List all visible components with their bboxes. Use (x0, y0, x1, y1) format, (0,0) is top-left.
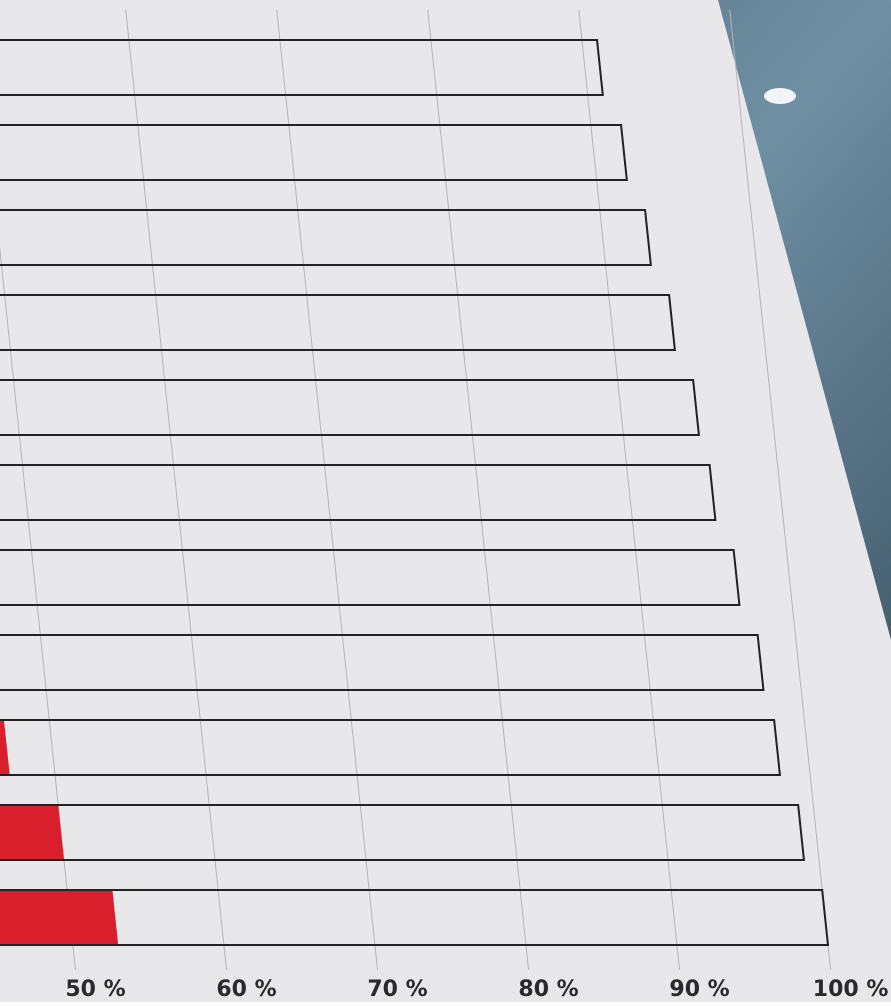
grid-line (427, 9, 530, 971)
x-tick-label: 100 % (813, 977, 889, 1002)
x-tick-label: 80 % (518, 977, 578, 1002)
bar (0, 720, 10, 775)
bar-track (0, 39, 604, 96)
bar (0, 890, 119, 945)
bar-track (0, 124, 628, 181)
bar-track (0, 549, 741, 606)
bar-track (0, 379, 701, 436)
bar-track (0, 889, 830, 946)
bar-track (0, 634, 765, 691)
grid-line (0, 246, 77, 971)
x-tick-label: 50 % (65, 977, 125, 1002)
grid-line (125, 9, 228, 971)
grid-line (578, 9, 681, 971)
bar-track (0, 464, 717, 521)
x-tick-label: 60 % (216, 977, 276, 1002)
x-tick-label: 90 % (669, 977, 729, 1002)
grid-line (276, 9, 379, 971)
bar (0, 805, 64, 860)
bar-track (0, 804, 806, 861)
bar-track (0, 209, 652, 266)
bar-track (0, 294, 676, 351)
grid-line (729, 9, 832, 971)
bar-track (0, 719, 782, 776)
light-spot (764, 88, 796, 104)
x-tick-label: 70 % (367, 977, 427, 1002)
